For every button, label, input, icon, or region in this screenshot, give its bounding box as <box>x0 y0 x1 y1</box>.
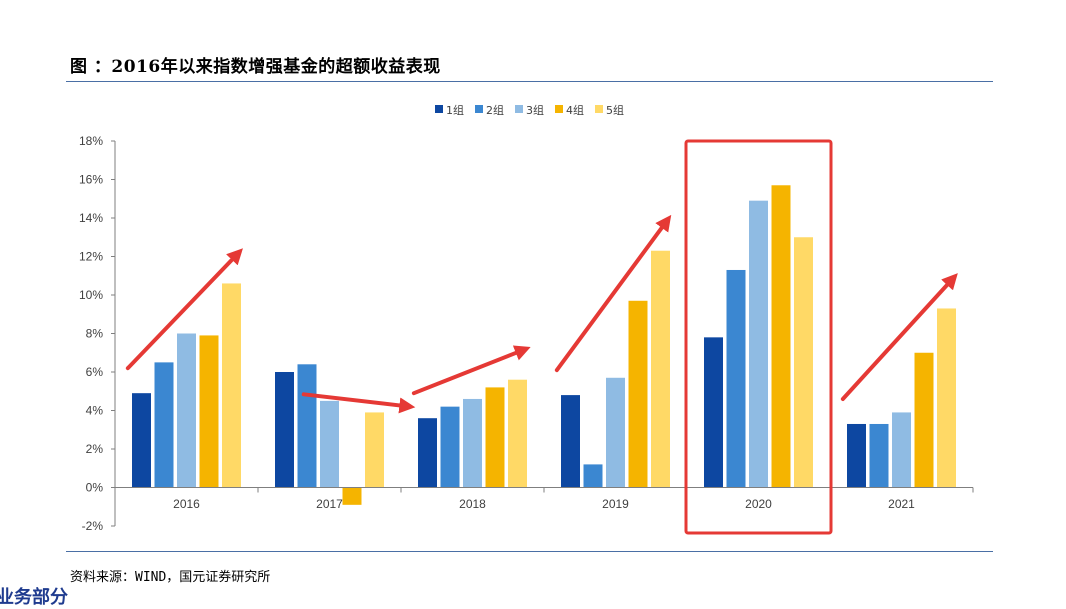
y-tick-label: 14% <box>79 211 103 225</box>
legend-swatch <box>475 105 483 113</box>
legend-swatch <box>515 105 523 113</box>
trend-arrow <box>411 345 531 396</box>
bar <box>583 464 603 488</box>
bar <box>297 364 317 488</box>
y-tick-label: 6% <box>86 365 104 379</box>
bar <box>726 269 746 488</box>
legend-label: 4组 <box>566 103 584 117</box>
bar <box>914 352 934 488</box>
bar <box>606 377 625 488</box>
y-tick-label: 8% <box>86 327 104 341</box>
y-tick-label: 0% <box>86 481 104 495</box>
highlight-box-2020 <box>684 139 833 535</box>
legend-swatch <box>595 105 603 113</box>
y-tick-label: 4% <box>86 404 104 418</box>
legend-label: 1组 <box>446 103 464 117</box>
bar <box>177 333 196 488</box>
trend-arrows <box>125 214 958 414</box>
bar <box>154 362 174 488</box>
trend-arrow <box>301 392 416 414</box>
title-divider <box>66 81 993 82</box>
bar <box>749 200 768 488</box>
y-tick-label: 2% <box>86 442 104 456</box>
legend-label: 3组 <box>526 103 544 117</box>
chart-title: 图 ：2016年以来指数增强基金的超额收益表现 <box>70 57 441 77</box>
bar <box>561 395 580 488</box>
bar <box>508 379 527 488</box>
legend-label: 5组 <box>606 103 624 117</box>
x-tick-label: 2016 <box>173 497 200 511</box>
cut-off-text: 业务部分 <box>0 587 68 608</box>
y-tick-label: 16% <box>79 173 103 187</box>
bar <box>794 237 813 488</box>
bar <box>275 372 294 488</box>
bar <box>651 250 670 488</box>
x-axis: 2016 2017 2018 2019 2020 2021 <box>114 487 974 511</box>
x-tick-label: 2019 <box>602 497 629 511</box>
x-tick-label: 2021 <box>888 497 915 511</box>
x-tick-label: 2018 <box>459 497 486 511</box>
legend: 1组 2组 3组 4组 5组 <box>435 103 624 117</box>
bar <box>704 337 723 488</box>
bar <box>771 185 791 488</box>
x-tick-label: 2020 <box>745 497 772 511</box>
bar <box>418 418 437 488</box>
legend-swatch <box>555 105 563 113</box>
bar <box>869 423 889 488</box>
trend-arrow <box>554 214 672 373</box>
bar <box>628 300 648 488</box>
y-axis: -2% 0% 2% 4% 6% 8% 10% 12% 14% 16% 18% <box>79 134 116 533</box>
bar <box>365 412 384 488</box>
bar <box>342 487 362 505</box>
bar <box>847 423 866 488</box>
y-tick-label: 12% <box>79 250 103 264</box>
x-tick-label: 2017 <box>316 497 343 511</box>
bar <box>463 398 482 488</box>
bar <box>440 406 460 488</box>
y-tick-label: 18% <box>79 134 103 148</box>
bar <box>222 283 241 488</box>
bar <box>937 308 956 488</box>
trend-arrow <box>840 273 958 401</box>
bar <box>320 400 339 488</box>
bar-chart: 1组 2组 3组 4组 5组 -2%0%2%4%6%8%10%12%14%16%18% … <box>79 103 974 535</box>
source-divider <box>66 551 993 552</box>
y-tick-label: 10% <box>79 288 103 302</box>
trend-arrow <box>125 248 243 371</box>
bar <box>132 393 151 488</box>
highlight-box <box>684 139 833 535</box>
bar <box>485 387 505 488</box>
legend-label: 2组 <box>486 103 504 117</box>
y-tick-label: -2% <box>82 519 104 533</box>
legend-swatch <box>435 105 443 113</box>
source-note: 资料来源：WIND，国元证券研究所 <box>70 570 271 585</box>
bar <box>199 335 219 488</box>
bar <box>892 412 911 488</box>
